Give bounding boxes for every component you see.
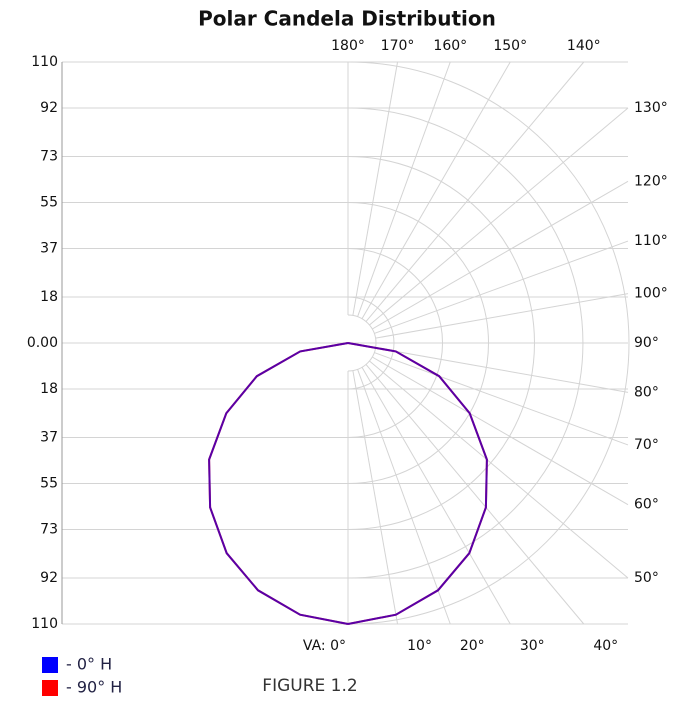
angle-label: 100° [634, 286, 668, 302]
y-tick-label: 110 [31, 54, 58, 70]
y-tick-label: 92 [40, 100, 58, 116]
angle-label: 110° [634, 233, 668, 249]
y-tick-label: 55 [40, 476, 58, 492]
angle-label: 120° [634, 173, 668, 189]
y-tick-label: 73 [40, 149, 58, 165]
legend-swatch [42, 680, 58, 696]
series-line [208, 342, 349, 625]
y-tick-label: 0.00 [27, 335, 58, 351]
angle-label: 150° [493, 38, 527, 54]
series-line [347, 342, 488, 625]
y-tick-label: 110 [31, 616, 58, 632]
radial-line [357, 61, 451, 317]
y-tick-label: 37 [40, 430, 58, 446]
radial-line [365, 364, 585, 625]
legend-label: - 0° H [66, 655, 112, 674]
angle-label: 180° [331, 38, 365, 54]
radial-line [357, 369, 451, 625]
angle-label: 20° [460, 638, 485, 654]
angle-label: 10° [407, 638, 432, 654]
y-tick-label: 55 [40, 195, 58, 211]
angle-label: VA: 0° [303, 638, 346, 654]
angle-label: 70° [634, 437, 659, 453]
y-tick-label: 37 [40, 240, 58, 256]
angle-label: 130° [634, 100, 668, 116]
y-tick-label: 73 [40, 521, 58, 537]
radial-line [371, 356, 629, 506]
legend-swatch [42, 657, 58, 673]
radial-line [375, 293, 629, 339]
radial-line [369, 107, 629, 326]
angle-label: 90° [634, 335, 659, 351]
angle-label: 30° [520, 638, 545, 654]
radial-line [352, 370, 399, 625]
angle-label: 170° [381, 38, 415, 54]
radial-line [375, 347, 629, 393]
radial-line [374, 240, 629, 334]
radial-line [371, 180, 629, 330]
angle-label: 50° [634, 570, 659, 586]
radial-line [352, 61, 399, 316]
legend-label: - 90° H [66, 678, 122, 697]
radial-line [361, 61, 511, 320]
caption: FIGURE 1.2 [262, 676, 357, 696]
angle-label: 80° [634, 384, 659, 400]
radial-line [365, 61, 585, 322]
grid-ring [347, 61, 630, 625]
radial-line [361, 366, 511, 625]
radial-line [374, 352, 629, 446]
y-tick-label: 18 [40, 289, 58, 305]
angle-label: 140° [567, 38, 601, 54]
radial-line [369, 360, 629, 579]
chart-title: Polar Candela Distribution [198, 7, 496, 31]
y-tick-label: 92 [40, 570, 58, 586]
y-tick-label: 18 [40, 381, 58, 397]
angle-label: 60° [634, 497, 659, 513]
angle-label: 160° [433, 38, 467, 54]
angle-label: 40° [593, 638, 618, 654]
